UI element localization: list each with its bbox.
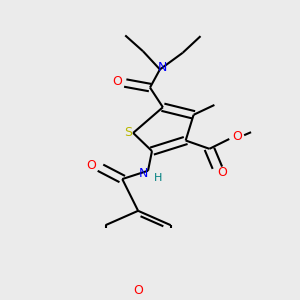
Text: N: N (158, 61, 168, 74)
Text: O: O (112, 75, 122, 88)
Text: O: O (87, 159, 97, 172)
Text: O: O (133, 284, 143, 298)
Text: O: O (218, 166, 227, 179)
Text: N: N (138, 167, 148, 180)
Text: O: O (232, 130, 242, 143)
Text: H: H (154, 173, 162, 183)
Text: S: S (124, 126, 132, 140)
